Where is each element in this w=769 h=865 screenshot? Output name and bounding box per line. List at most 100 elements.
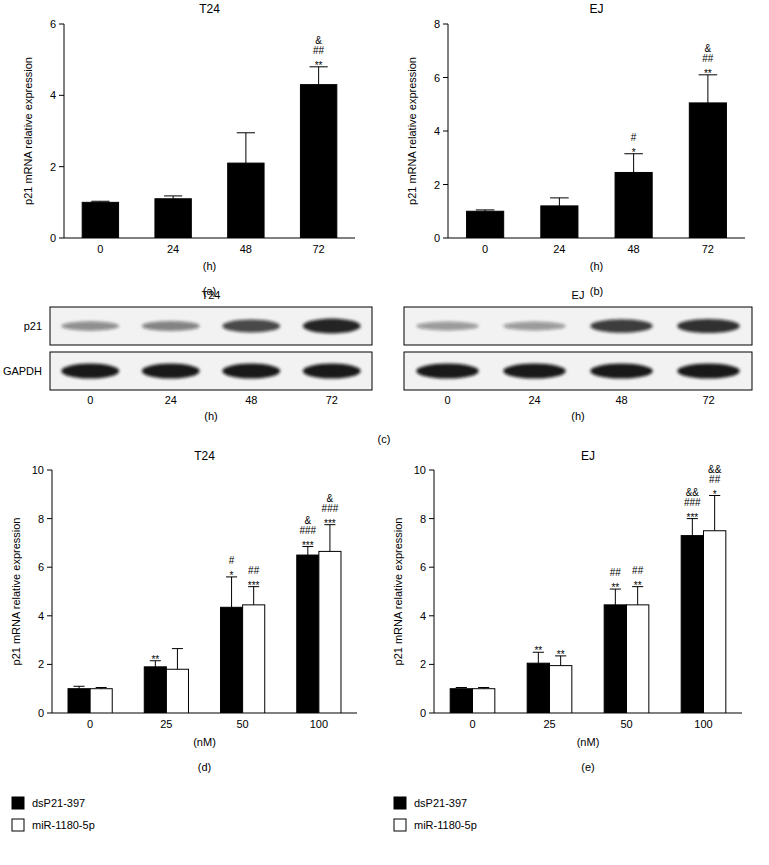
y-axis-title: p21 mRNA relative expression [10, 518, 22, 666]
blot-title: T24 [202, 289, 221, 301]
legend-swatch [12, 819, 24, 831]
y-tick-label: 2 [38, 658, 44, 670]
error-bar [91, 201, 109, 202]
y-tick-label: 2 [420, 658, 426, 670]
marks [68, 525, 341, 713]
legend-label: miR-1180-5p [414, 819, 477, 831]
y-tick [47, 518, 52, 519]
chart-title: EJ [581, 449, 595, 463]
y-tick [443, 24, 448, 25]
y-tick-label: 0 [420, 707, 426, 719]
y-tick-label: 6 [50, 18, 56, 30]
significance-label: ** [315, 60, 323, 71]
significance-label: ### [684, 497, 701, 508]
figure: T240246p21 mRNA relative expression02448… [0, 0, 769, 865]
y-tick [47, 470, 52, 471]
blot-band [61, 363, 119, 378]
blot-band [677, 363, 740, 378]
significance-label: ## [248, 565, 260, 576]
bar [604, 605, 626, 713]
x-axis-title: (nM) [193, 736, 216, 748]
significance-labels: ****##***###&&****##*##&& [534, 464, 721, 660]
y-tick-label: 4 [420, 610, 426, 622]
bar [550, 666, 572, 713]
y-tick [443, 238, 448, 239]
error-bar [550, 198, 569, 206]
bar [300, 85, 336, 238]
significance-label: * [713, 489, 717, 500]
bar [541, 206, 578, 238]
error-bar [478, 687, 489, 688]
significance-label: ## [702, 53, 714, 64]
chart-panel: EJ02468p21 mRNA relative expression02448… [406, 2, 745, 297]
y-tick [429, 615, 434, 616]
x-tick-label: 50 [620, 718, 632, 730]
significance-label: # [631, 132, 637, 143]
marks [467, 75, 727, 238]
bar [681, 536, 703, 713]
y-axis-title: p21 mRNA relative expression [406, 57, 418, 205]
y-tick-label: 10 [414, 464, 426, 476]
significance-label: & [327, 493, 334, 504]
significance-labels: **##& [313, 35, 325, 71]
y-tick [429, 567, 434, 568]
x-tick-label: 0 [87, 718, 93, 730]
y-tick [429, 713, 434, 714]
x-tick-label: 25 [160, 718, 172, 730]
y-tick-label: 8 [420, 513, 426, 525]
error-bar [456, 687, 467, 688]
y-tick-label: 6 [38, 561, 44, 573]
blot-box [50, 307, 372, 345]
legend-swatch [394, 819, 406, 831]
y-tick-label: 0 [38, 707, 44, 719]
y-tick [47, 567, 52, 568]
significance-label: ## [709, 474, 721, 485]
y-tick [59, 24, 64, 25]
error-bar [226, 577, 237, 607]
panel-label: (e) [581, 761, 594, 773]
y-tick [443, 131, 448, 132]
blot-band [222, 320, 280, 333]
y-tick [47, 615, 52, 616]
bar [704, 531, 726, 713]
y-tick [443, 77, 448, 78]
blot-lane-label: 72 [326, 394, 338, 406]
blot-lane-label: 0 [87, 394, 93, 406]
x-axis-title: (nM) [577, 736, 600, 748]
y-tick-label: 0 [50, 232, 56, 244]
significance-label: # [229, 555, 235, 566]
chart-panel: T240246p21 mRNA relative expression02448… [22, 2, 355, 297]
marks [450, 496, 726, 713]
y-tick [429, 664, 434, 665]
error-bar [709, 496, 720, 531]
error-bar [74, 686, 85, 688]
blot-row-label: GAPDH [3, 365, 42, 377]
blot-band [142, 363, 200, 378]
panel-label: (d) [198, 761, 211, 773]
bar [473, 689, 495, 713]
blot-axis-title: (h) [571, 410, 584, 422]
blot-lane-label: 24 [165, 394, 177, 406]
x-axis-title: (h) [590, 260, 603, 272]
blot-axis-title: (h) [204, 410, 217, 422]
y-tick-label: 10 [32, 464, 44, 476]
y-tick [47, 664, 52, 665]
significance-label: ** [704, 68, 712, 79]
blot-box [404, 352, 752, 390]
chart-panel: EJ0246810p21 mRNA relative expression025… [392, 449, 742, 831]
blot-band [590, 363, 653, 378]
x-tick-label: 48 [240, 243, 252, 255]
bar [627, 605, 649, 713]
y-tick [59, 238, 64, 239]
y-tick-label: 6 [420, 561, 426, 573]
blot-band [590, 319, 653, 333]
significance-label: ## [610, 567, 622, 578]
chart-title: T24 [194, 449, 215, 463]
blot-band [416, 322, 479, 331]
blot-band [303, 319, 361, 334]
x-tick-label: 72 [702, 243, 714, 255]
bar [90, 689, 112, 713]
significance-label: ** [634, 580, 642, 591]
y-tick [47, 713, 52, 714]
significance-label: && [686, 487, 700, 498]
